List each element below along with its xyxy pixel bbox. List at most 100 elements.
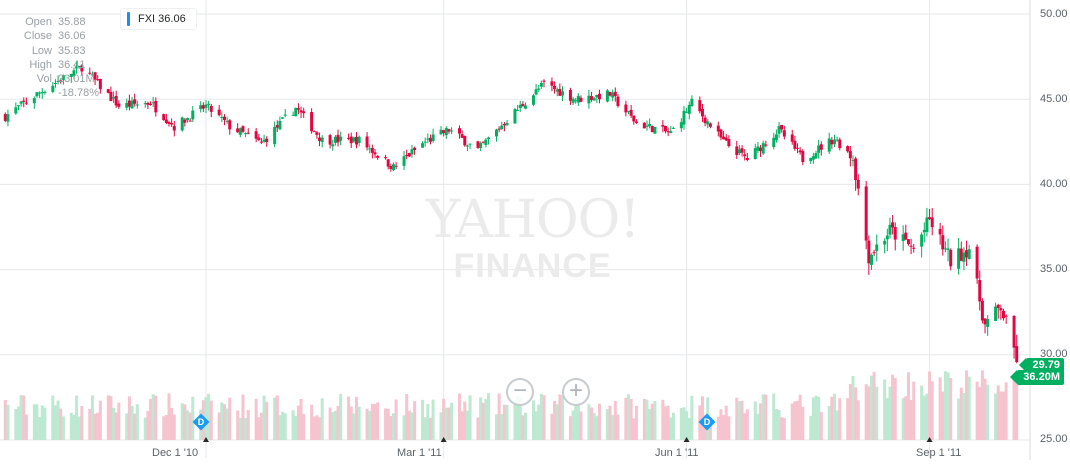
- ticker-label: FXI 36.06: [138, 13, 186, 25]
- candle-body: [254, 131, 258, 139]
- candle-body: [906, 239, 910, 245]
- volume-bar: [373, 404, 377, 440]
- volume-bar: [77, 416, 81, 440]
- ticker-legend[interactable]: FXI 36.06: [121, 9, 196, 29]
- volume-bar: [724, 405, 728, 440]
- candle-body: [172, 125, 176, 131]
- candle-body: [199, 105, 203, 110]
- volume-bar: [278, 415, 282, 440]
- candle-body: [537, 88, 541, 90]
- candle-body: [265, 138, 269, 143]
- candle-body: [885, 235, 889, 240]
- candle-body: [273, 126, 277, 145]
- volume-bar: [753, 401, 757, 440]
- zoom-out-button[interactable]: −: [506, 378, 534, 406]
- volume-bar: [576, 402, 580, 440]
- candle-body: [856, 179, 860, 189]
- volume-bar: [133, 413, 137, 440]
- volume-bar: [518, 397, 522, 440]
- volume-bar: [151, 394, 155, 440]
- x-tick-label: Sep 1 '11: [916, 447, 962, 459]
- volume-bar: [854, 387, 858, 440]
- candle-body: [690, 98, 694, 107]
- candle-body: [772, 137, 776, 148]
- candle-body: [209, 105, 213, 112]
- volume-bar: [220, 402, 224, 440]
- candle-body: [846, 146, 850, 152]
- volume-bar: [629, 399, 633, 440]
- candle-body: [413, 147, 417, 151]
- candle-body: [962, 252, 966, 262]
- volume-bar: [708, 417, 712, 440]
- candle-body: [1015, 346, 1019, 363]
- candle-body: [671, 127, 675, 129]
- candle-body: [827, 138, 831, 152]
- x-axis-layer: [202, 437, 933, 442]
- volume-bar: [90, 395, 94, 440]
- volume-bar: [650, 403, 654, 440]
- volume-bar: [946, 372, 950, 440]
- candle-body: [703, 117, 707, 124]
- volume-bar: [574, 398, 578, 440]
- candle-body: [518, 104, 522, 109]
- volume-bar: [888, 386, 892, 440]
- candle-body: [531, 95, 535, 105]
- volume-bar: [867, 386, 871, 440]
- volume-bar: [236, 410, 240, 440]
- candle-body: [867, 240, 871, 264]
- volume-bar: [386, 408, 390, 440]
- volume-bar: [357, 406, 361, 440]
- candle-body: [1004, 315, 1008, 317]
- candle-body: [183, 119, 187, 123]
- y-tick-label: 35.00: [1040, 263, 1068, 275]
- info-value: 23.01M: [58, 73, 95, 86]
- volume-bar: [368, 410, 372, 440]
- candle-body: [996, 304, 1000, 309]
- zoom-in-button[interactable]: +: [562, 378, 590, 406]
- volume-bar: [743, 413, 747, 440]
- x-tick-label: Dec 1 '10: [152, 447, 199, 459]
- candle-body: [576, 95, 580, 103]
- candle-body: [61, 75, 65, 80]
- candle-body: [262, 139, 266, 142]
- candle-body: [93, 72, 97, 80]
- volume-bar: [143, 417, 147, 440]
- candle-body: [38, 92, 42, 94]
- volume-bar: [999, 391, 1003, 440]
- volume-bar: [146, 411, 150, 440]
- candle-body: [558, 88, 562, 96]
- volume-bar: [228, 397, 232, 440]
- candle-body: [426, 138, 430, 140]
- info-label: High: [29, 58, 52, 71]
- candle-body: [645, 125, 649, 127]
- volume-bar: [555, 404, 559, 440]
- info-row-high: High 36.41: [6, 58, 118, 72]
- volume-bar: [568, 416, 572, 440]
- volume-bar: [394, 399, 398, 440]
- candle-body: [318, 137, 322, 141]
- volume-bar: [579, 411, 583, 440]
- volume-bar: [185, 410, 189, 440]
- volume-bar: [117, 402, 121, 440]
- volume-bar: [925, 393, 929, 440]
- info-value: 35.83: [58, 44, 86, 57]
- candle-body: [888, 224, 892, 235]
- candle-body: [661, 124, 665, 127]
- volume-bar: [125, 413, 129, 440]
- volume-bar: [690, 395, 694, 440]
- candle-body: [864, 186, 868, 241]
- candle-body: [632, 115, 636, 122]
- volume-bar: [912, 381, 916, 440]
- candle-body: [875, 244, 879, 251]
- volume-bar: [19, 395, 23, 440]
- volume-bar: [719, 409, 723, 440]
- volume-bar: [904, 396, 908, 440]
- volume-bar: [846, 398, 850, 440]
- volume-bar: [722, 415, 726, 440]
- candle-body: [339, 136, 343, 141]
- candle-body: [376, 155, 380, 158]
- candle-body: [920, 234, 924, 247]
- y-tick-label: 25.00: [1040, 433, 1068, 445]
- candle-body: [43, 92, 47, 94]
